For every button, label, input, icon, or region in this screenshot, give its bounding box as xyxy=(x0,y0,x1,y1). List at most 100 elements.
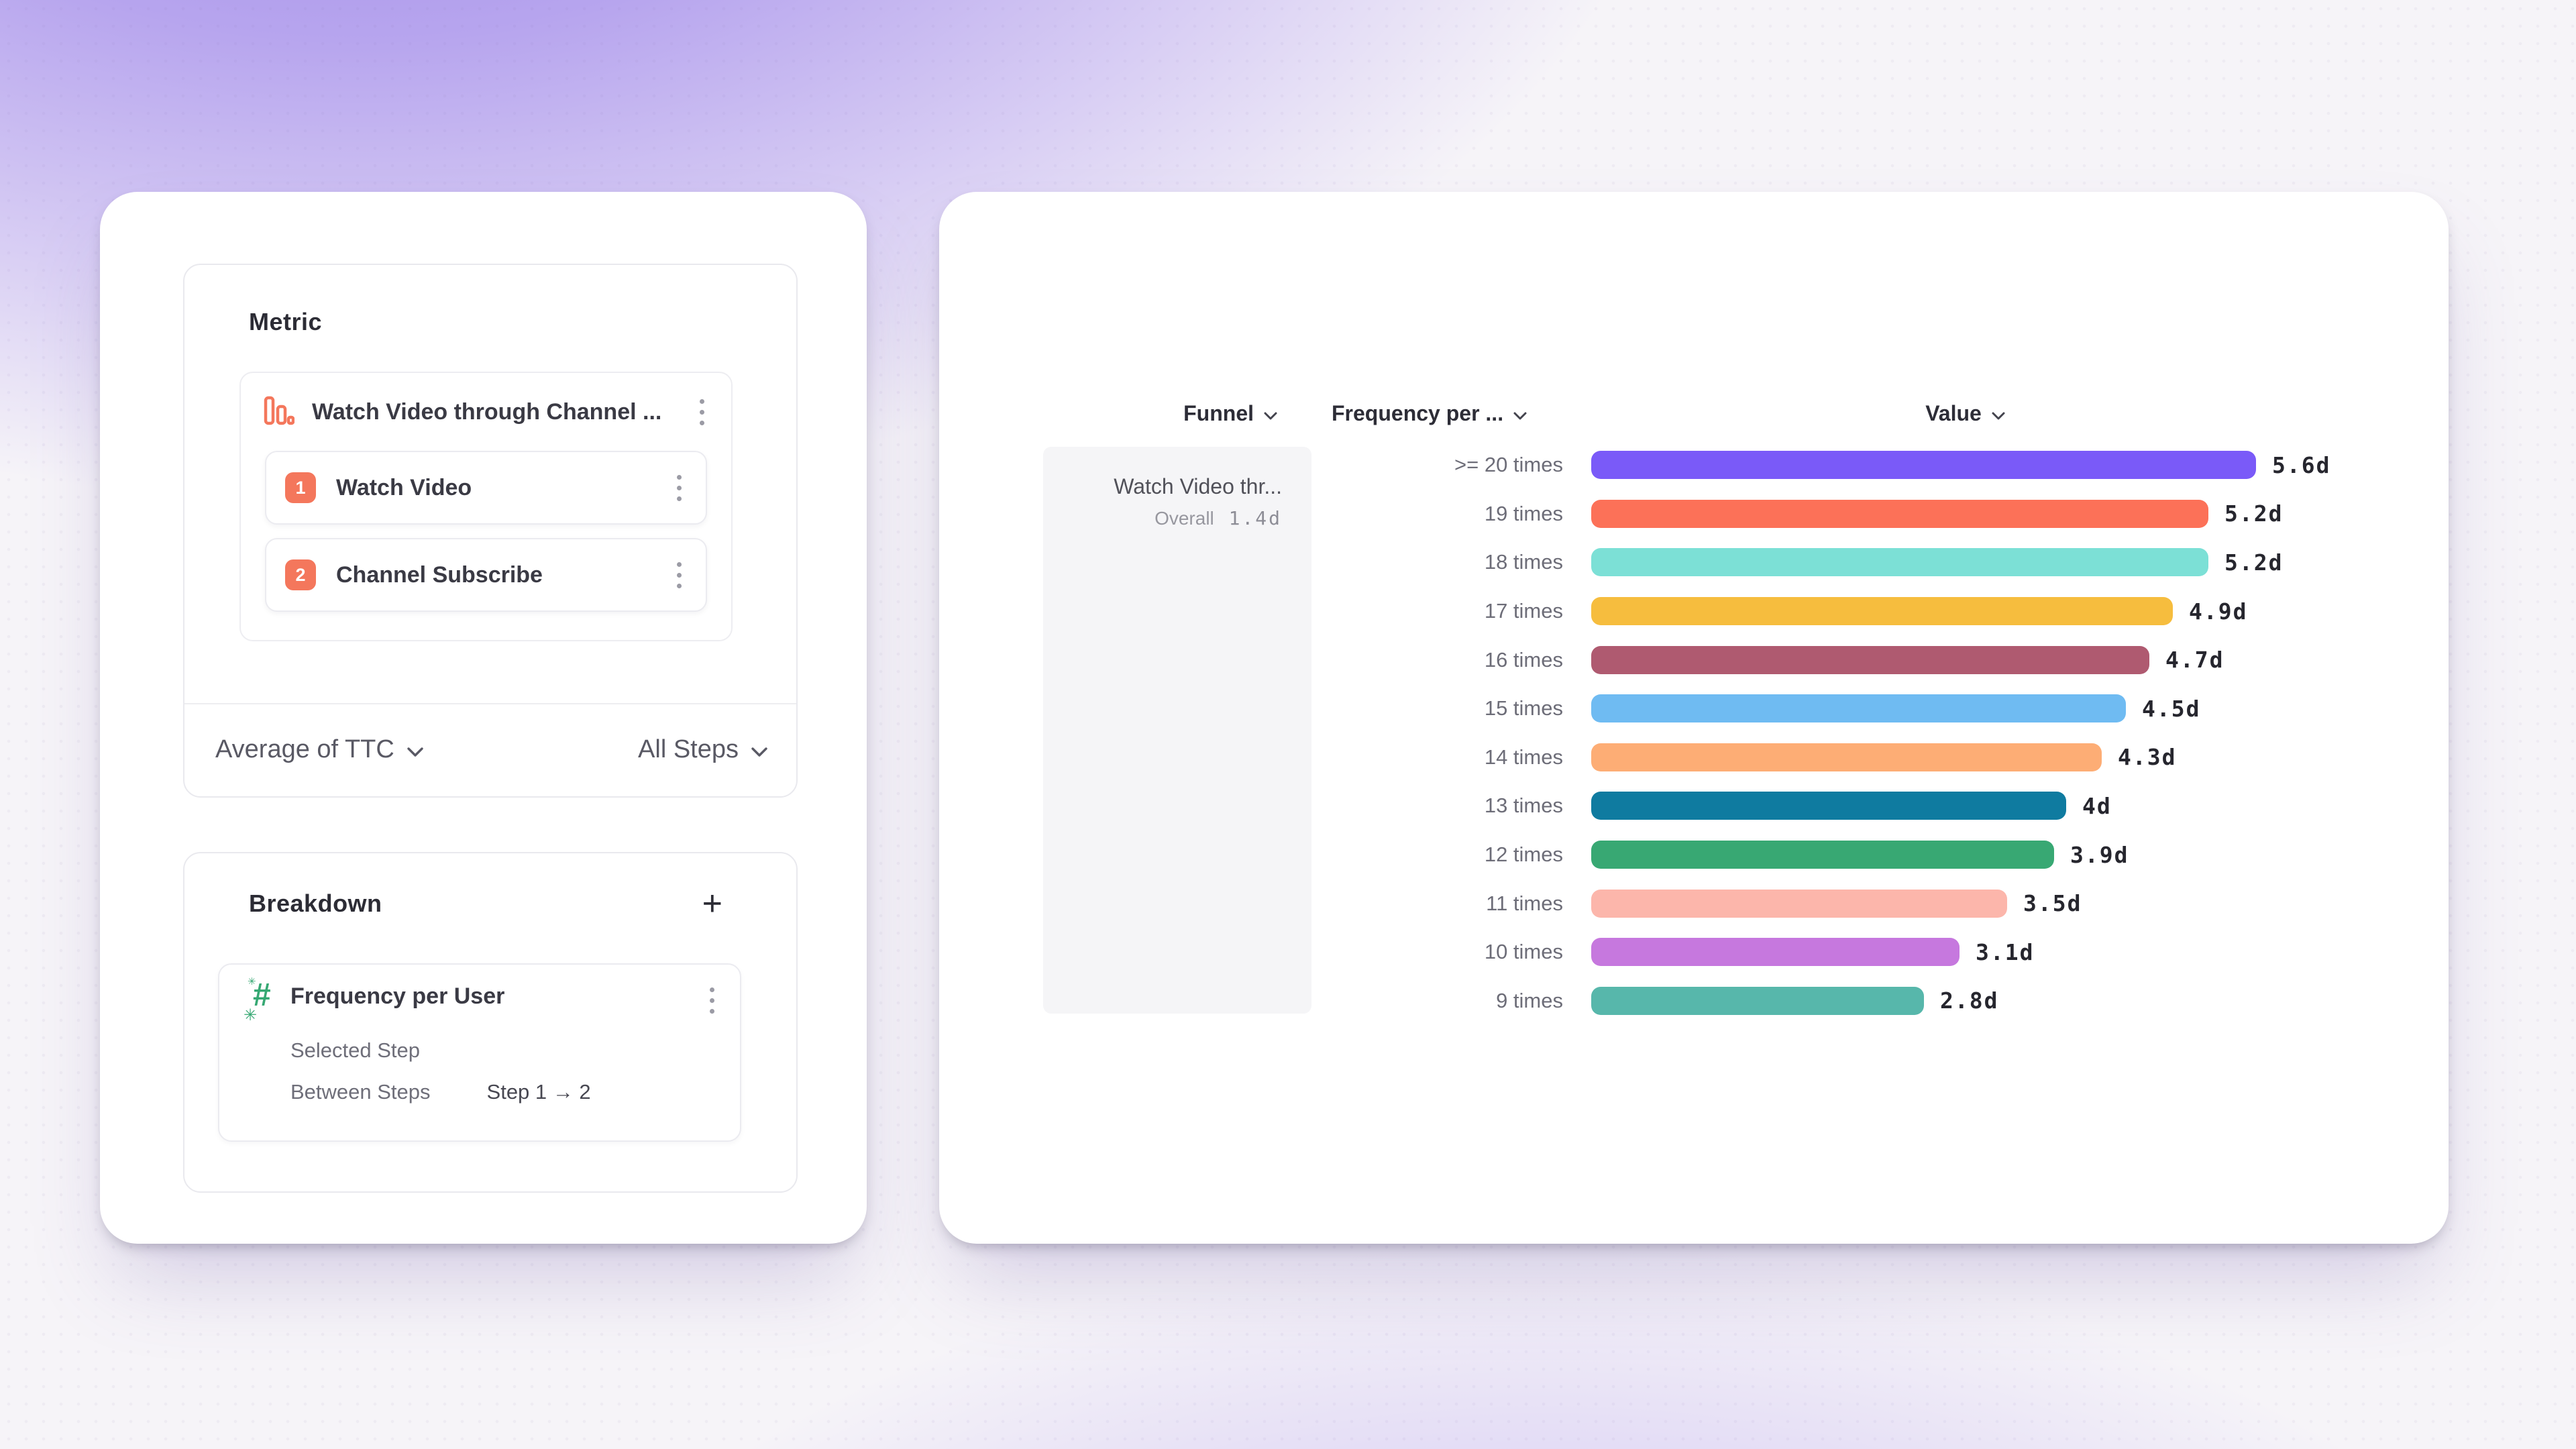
kebab-menu-icon[interactable] xyxy=(693,392,711,432)
overall-label: Overall xyxy=(1155,508,1214,529)
breakdown-property-card[interactable]: ✳ # ✳ Frequency per User Selected Step Bet… xyxy=(218,963,741,1142)
bar-category-label: 13 times xyxy=(1484,794,1563,818)
steps-scope-selector[interactable]: All Steps xyxy=(638,735,768,764)
chevron-down-icon xyxy=(1513,401,1527,426)
bar-value-label: 4.5d xyxy=(2142,695,2201,722)
bar-chart: >= 20 times 5.6d 19 times 5.2d 18 times 5.2d 1… xyxy=(939,441,2449,1025)
breakdown-detail-label: Between Steps xyxy=(290,1080,431,1104)
steps-scope-label: All Steps xyxy=(638,735,739,763)
breakdown-header-label: Frequency per ... xyxy=(1332,400,1504,425)
step-label: Channel Subscribe xyxy=(336,561,543,588)
breakdown-detail-row: Selected Step xyxy=(290,1038,721,1063)
bar-category-label: 15 times xyxy=(1484,696,1563,720)
bar[interactable] xyxy=(1591,694,2126,723)
bar[interactable] xyxy=(1591,792,2066,820)
bar[interactable] xyxy=(1591,743,2102,771)
funnel-column-header[interactable]: Funnel xyxy=(1043,393,1278,433)
bar-track: 3.1d xyxy=(1591,938,2449,967)
breakdown-property-name: Frequency per User xyxy=(290,983,505,1009)
bar-track: 2.8d xyxy=(1591,986,2449,1015)
bar-track: 4.9d xyxy=(1591,597,2449,626)
kebab-menu-icon[interactable] xyxy=(703,981,721,1020)
aggregation-label: Average of TTC xyxy=(215,735,394,763)
funnel-step-row-1[interactable]: 1 Watch Video xyxy=(265,451,707,525)
breakdown-section-title: Breakdown xyxy=(249,890,382,917)
breakdown-section: Breakdown + ✳ # ✳ Frequency per User Selec… xyxy=(183,852,798,1193)
chart-row: 19 times 5.2d xyxy=(939,490,2449,539)
bar-value-label: 4.7d xyxy=(2165,647,2224,674)
bar-value-label: 4.9d xyxy=(2189,598,2248,625)
funnel-cell[interactable]: Watch Video thr... Overall 1.4d xyxy=(1043,447,1311,1014)
bar-track: 5.2d xyxy=(1591,548,2449,577)
bar[interactable] xyxy=(1591,938,1960,967)
bar-track: 5.6d xyxy=(1591,451,2449,480)
bar-value-label: 5.2d xyxy=(2224,500,2284,527)
chart-row: 9 times 2.8d xyxy=(939,977,2449,1026)
chart-row: 11 times 3.5d xyxy=(939,879,2449,928)
metric-section: Metric Watch Video through Channel ... 1 xyxy=(183,264,798,798)
chevron-down-icon xyxy=(407,735,424,764)
bar-track: 4.5d xyxy=(1591,694,2449,723)
breakdown-column-header[interactable]: Frequency per ... xyxy=(1332,393,1527,433)
numeric-hash-icon: ✳ # ✳ xyxy=(244,976,271,1024)
bar[interactable] xyxy=(1591,548,2208,577)
bar-value-label: 5.6d xyxy=(2272,451,2331,478)
bar[interactable] xyxy=(1591,597,2173,626)
bar-category-label: 10 times xyxy=(1484,940,1563,964)
query-builder-panel: Metric Watch Video through Channel ... 1 xyxy=(100,192,867,1244)
step-number-badge: 1 xyxy=(285,472,316,503)
chart-row: 14 times 4.3d xyxy=(939,733,2449,782)
chart-row: 17 times 4.9d xyxy=(939,587,2449,636)
value-header-label: Value xyxy=(1925,400,1982,425)
bar-category-label: 12 times xyxy=(1484,843,1563,867)
bar-value-label: 4.3d xyxy=(2118,744,2177,771)
metric-footer: Average of TTC All Steps xyxy=(184,704,796,795)
bar-category-label: 14 times xyxy=(1484,745,1563,769)
chevron-down-icon xyxy=(751,735,768,764)
metric-section-title: Metric xyxy=(249,308,323,335)
chart-row: 12 times 3.9d xyxy=(939,830,2449,879)
chart-row: 18 times 5.2d xyxy=(939,538,2449,587)
bar[interactable] xyxy=(1591,841,2054,869)
chart-row: 15 times 4.5d xyxy=(939,684,2449,733)
bar-value-label: 3.9d xyxy=(2070,841,2129,868)
breakdown-detail-row: Between Steps Step 1 → 2 xyxy=(290,1080,721,1104)
bar-value-label: 3.5d xyxy=(2023,890,2082,917)
bar-category-label: 16 times xyxy=(1484,647,1563,672)
chart-row: 13 times 4d xyxy=(939,782,2449,830)
kebab-menu-icon[interactable] xyxy=(670,468,688,508)
bar[interactable] xyxy=(1591,889,2007,918)
bar-track: 4.3d xyxy=(1591,743,2449,771)
overall-value: 1.4d xyxy=(1228,507,1282,529)
bar-category-label: 11 times xyxy=(1486,891,1563,915)
step-number-badge: 2 xyxy=(285,559,316,590)
bar-value-label: 2.8d xyxy=(1940,987,1999,1014)
metric-row[interactable]: Watch Video through Channel ... xyxy=(241,373,731,451)
bar[interactable] xyxy=(1591,645,2149,674)
bar[interactable] xyxy=(1591,499,2208,528)
bar-value-label: 3.1d xyxy=(1976,938,2035,965)
funnel-step-row-2[interactable]: 2 Channel Subscribe xyxy=(265,538,707,612)
value-column-header[interactable]: Value xyxy=(1865,393,2066,433)
bar-category-label: 18 times xyxy=(1484,550,1563,574)
aggregation-selector[interactable]: Average of TTC xyxy=(215,735,424,764)
chevron-down-icon xyxy=(1263,401,1278,426)
breakdown-detail-label: Selected Step xyxy=(290,1038,421,1062)
bar-track: 3.5d xyxy=(1591,889,2449,918)
bar-chart-icon xyxy=(264,395,295,429)
chart-row: 10 times 3.1d xyxy=(939,928,2449,977)
bar[interactable] xyxy=(1591,451,2256,480)
bar-value-label: 5.2d xyxy=(2224,549,2284,576)
plus-icon[interactable]: + xyxy=(702,884,722,923)
funnel-header-label: Funnel xyxy=(1183,400,1254,425)
bar-track: 5.2d xyxy=(1591,499,2449,528)
bar[interactable] xyxy=(1591,986,1924,1015)
bar-track: 4.7d xyxy=(1591,645,2449,674)
kebab-menu-icon[interactable] xyxy=(670,555,688,595)
bar-track: 4d xyxy=(1591,792,2449,820)
chart-row: 16 times 4.7d xyxy=(939,635,2449,684)
step-label: Watch Video xyxy=(336,474,472,500)
breakdown-header: Breakdown + xyxy=(184,853,796,954)
bar-value-label: 4d xyxy=(2082,792,2112,819)
